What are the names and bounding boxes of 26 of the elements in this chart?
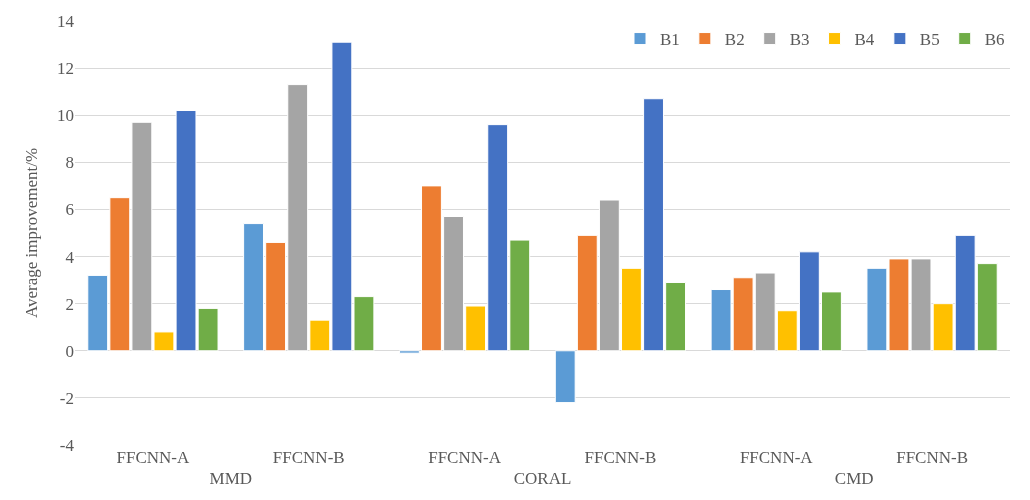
y-tick-label: 6 <box>65 200 74 220</box>
y-tick-label: -4 <box>59 435 75 455</box>
text: CMD <box>834 469 874 488</box>
legend-label: B6 <box>984 30 1005 50</box>
text: CORAL <box>513 469 572 488</box>
y-tick-label: 0 <box>65 341 74 361</box>
y-tick-label: 14 <box>57 11 75 31</box>
legend-label: B4 <box>854 30 875 50</box>
legend-label: B3 <box>789 30 810 50</box>
y-tick-label: 10 <box>57 106 74 126</box>
y-tick-label: 2 <box>65 294 74 314</box>
x-tick-label: FFCNN-A <box>739 448 814 467</box>
x-tick-label: FFCNN-A <box>428 448 502 467</box>
y-tick-label: -2 <box>59 388 74 408</box>
legend-label: B2 <box>724 30 745 50</box>
y-tick-label: 12 <box>57 59 74 79</box>
x-tick-label: FFCNN-A <box>116 448 191 467</box>
y-tick-label: 8 <box>65 153 74 173</box>
legend-label: B5 <box>919 30 940 50</box>
legend-label: B1 <box>660 30 680 50</box>
y-tick-label: 4 <box>65 247 75 267</box>
y-axis-title: Average improvement/% <box>21 147 41 319</box>
x-tick-label: FFCNN-B <box>584 448 657 467</box>
x-tick-label: FFCNN-B <box>896 448 968 467</box>
text: MMD <box>209 469 253 488</box>
x-tick-label: FFCNN-B <box>272 448 345 467</box>
